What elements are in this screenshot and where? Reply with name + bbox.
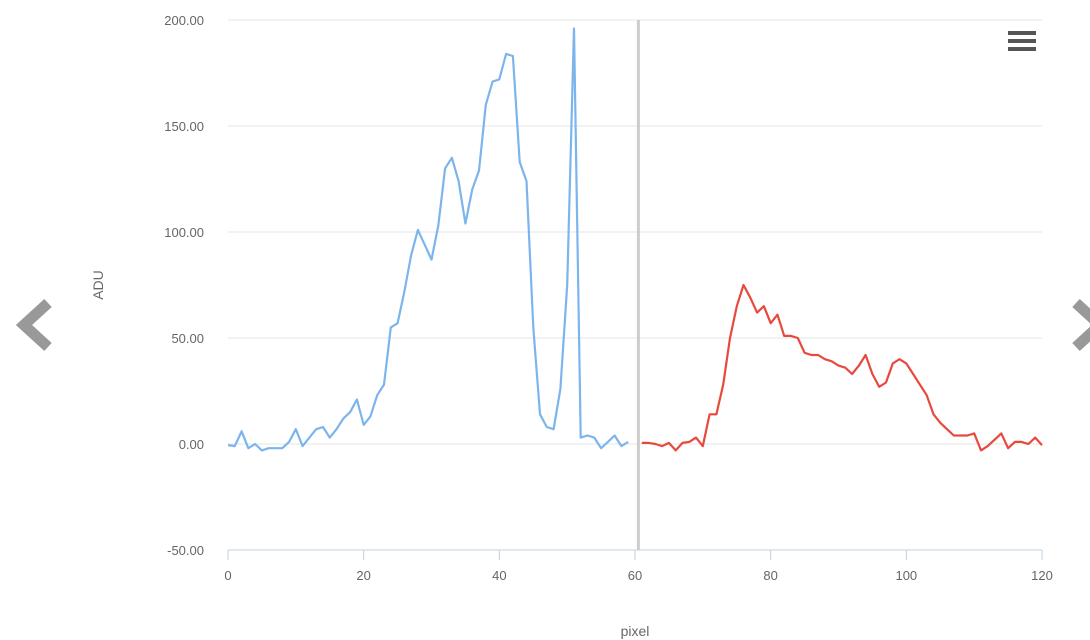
x-axis-labels: 0 20 40 60 80 100 120 (224, 568, 1052, 583)
hamburger-menu-icon (1008, 31, 1036, 51)
grid-lines (228, 19, 1042, 445)
chevron-right-icon (1072, 298, 1090, 352)
y-tick-label: 50.00 (171, 331, 204, 346)
series-lines (227, 27, 1043, 452)
y-axis-labels: -50.00 0.00 50.00 100.00 150.00 200.00 (164, 13, 204, 558)
chart-menu-button[interactable] (1006, 28, 1040, 56)
x-tick-label: 80 (763, 568, 777, 583)
y-tick-label: 200.00 (164, 13, 204, 28)
x-tick-label: 60 (628, 568, 642, 583)
next-button[interactable] (1068, 295, 1090, 355)
y-tick-label: -50.00 (167, 543, 204, 558)
previous-button[interactable] (12, 295, 56, 355)
x-tick-label: 100 (895, 568, 917, 583)
x-tick-label: 120 (1031, 568, 1053, 583)
x-axis-ticks (227, 550, 1043, 560)
x-axis-title: pixel (621, 623, 650, 639)
chevron-left-icon (15, 298, 52, 352)
y-axis-title: ADU (90, 270, 106, 300)
x-tick-label: 0 (224, 568, 231, 583)
y-tick-label: 100.00 (164, 225, 204, 240)
y-tick-label: 0.00 (179, 437, 204, 452)
y-tick-label: 150.00 (164, 119, 204, 134)
series-line-2 (641, 283, 1043, 452)
x-tick-label: 40 (492, 568, 506, 583)
series-line-1 (227, 27, 629, 452)
x-tick-label: 20 (356, 568, 370, 583)
